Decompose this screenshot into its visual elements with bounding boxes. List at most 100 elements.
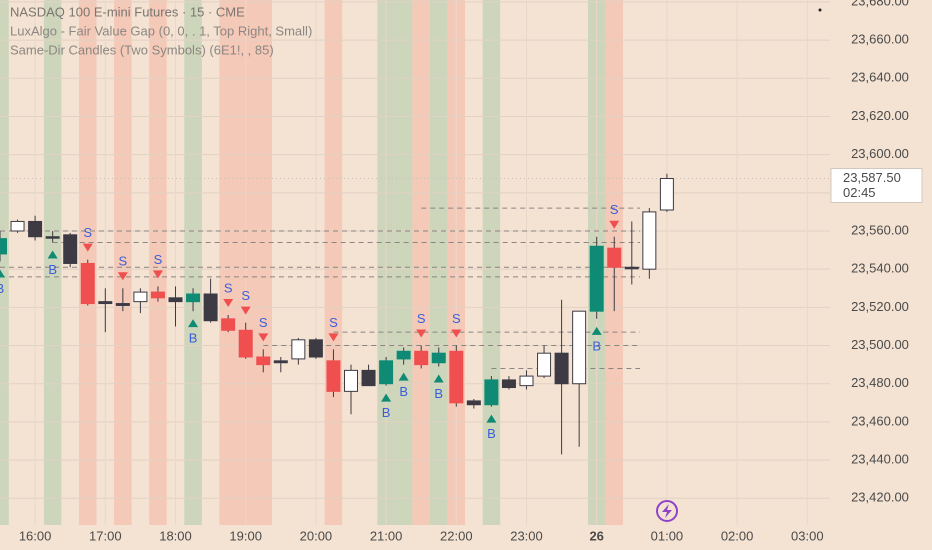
sell-marker: [609, 220, 620, 229]
x-tick-label: 02:00: [721, 528, 754, 543]
candle-body: [186, 293, 201, 303]
signal-band: [0, 0, 9, 525]
signal-band: [149, 0, 167, 525]
candle-body: [45, 236, 60, 239]
signal-band: [394, 0, 413, 525]
buy-marker: [433, 374, 444, 383]
signal-label: S: [154, 252, 163, 267]
sell-marker: [152, 270, 163, 279]
candle-body: [466, 400, 481, 406]
candle-body: [414, 350, 429, 366]
candle-body: [291, 339, 306, 360]
y-tick-label: 23,420.00: [851, 490, 909, 505]
signal-band: [114, 0, 132, 525]
signal-label: B: [434, 386, 443, 401]
candle-body: [326, 360, 341, 392]
buy-marker: [188, 319, 199, 328]
candle-body: [80, 262, 95, 305]
sell-marker: [82, 243, 93, 252]
signal-label: B: [399, 384, 408, 399]
candle-body: [607, 247, 622, 268]
candle-body: [98, 301, 113, 305]
signal-label: S: [417, 311, 426, 326]
y-tick-label: 23,460.00: [851, 413, 909, 428]
signal-label: S: [329, 315, 338, 330]
candle-body: [519, 375, 534, 387]
candle-body: [0, 238, 7, 255]
signal-band: [412, 0, 430, 525]
buy-marker: [381, 393, 392, 402]
candle-body: [537, 352, 552, 377]
signal-label: B: [487, 426, 496, 441]
candle-body: [115, 303, 130, 306]
signal-label: B: [592, 338, 601, 353]
candle-body: [484, 379, 499, 406]
buy-marker: [591, 326, 602, 335]
x-tick-label: 20:00: [300, 528, 333, 543]
signal-label: S: [610, 202, 619, 217]
signal-label: S: [241, 288, 250, 303]
candle-body: [449, 350, 464, 404]
plot: BBSSSBSSSSBBSBSBBS: [0, 173, 830, 455]
candle-body: [431, 352, 446, 364]
y-tick-label: 23,560.00: [851, 222, 909, 237]
sell-marker: [328, 333, 339, 342]
y-tick-label: 23,500.00: [851, 337, 909, 352]
candle-body: [203, 293, 218, 322]
y-tick-label: 23,600.00: [851, 146, 909, 161]
candle-body: [63, 234, 78, 264]
signal-label: B: [189, 331, 198, 346]
signal-label: B: [48, 262, 57, 277]
y-tick-label: 23,440.00: [851, 452, 909, 467]
candle-body: [133, 291, 148, 303]
x-tick-label: 16:00: [19, 528, 52, 543]
candle-body: [238, 329, 253, 358]
sell-marker: [416, 329, 427, 338]
x-tick-label: 03:00: [791, 528, 824, 543]
sell-marker: [451, 329, 462, 338]
candle-body: [221, 318, 236, 331]
candle-body: [572, 310, 587, 385]
y-tick-label: 23,480.00: [851, 375, 909, 390]
candle-body: [256, 356, 271, 366]
x-tick-label: 18:00: [159, 528, 192, 543]
chart-title: NASDAQ 100 E-mini Futures · 15 · CME: [10, 4, 245, 19]
grid: [0, 0, 830, 525]
candle-body: [168, 297, 183, 303]
sell-marker: [258, 333, 269, 342]
sell-marker: [117, 272, 128, 281]
signal-label: B: [382, 405, 391, 420]
y-tick-label: 23,640.00: [851, 70, 909, 85]
sell-marker: [240, 306, 251, 315]
signal-label: S: [83, 225, 92, 240]
signal-band: [429, 0, 448, 525]
signal-label: B: [0, 281, 4, 296]
last-price-label: 23,587.50: [843, 170, 901, 185]
signal-band: [324, 0, 343, 525]
x-tick-label: 23:00: [510, 528, 543, 543]
y-tick-label: 23,660.00: [851, 32, 909, 47]
candle-body: [28, 220, 43, 238]
x-tick-label: 22:00: [440, 528, 473, 543]
buy-marker: [0, 269, 5, 278]
buy-marker: [47, 250, 58, 259]
signal-label: S: [452, 311, 461, 326]
x-tick-label: 26: [589, 528, 603, 543]
y-tick-label: 23,680.00: [851, 0, 909, 8]
signal-band: [219, 0, 237, 525]
x-tick-label: 01:00: [651, 528, 684, 543]
axes: 23,420.00 23,440.00 23,460.00 23,480.00 23,5…: [19, 0, 923, 543]
lightning-icon[interactable]: [656, 500, 678, 522]
signal-bands: [0, 0, 624, 525]
signal-band: [184, 0, 202, 525]
candle-body: [501, 379, 516, 389]
signal-band: [254, 0, 273, 525]
x-tick-label: 19:00: [229, 528, 262, 543]
buy-marker: [486, 414, 497, 423]
candle-body: [396, 350, 411, 360]
y-tick-label: 23,620.00: [851, 108, 909, 123]
signal-label: S: [224, 280, 233, 295]
candle-body: [150, 291, 165, 299]
